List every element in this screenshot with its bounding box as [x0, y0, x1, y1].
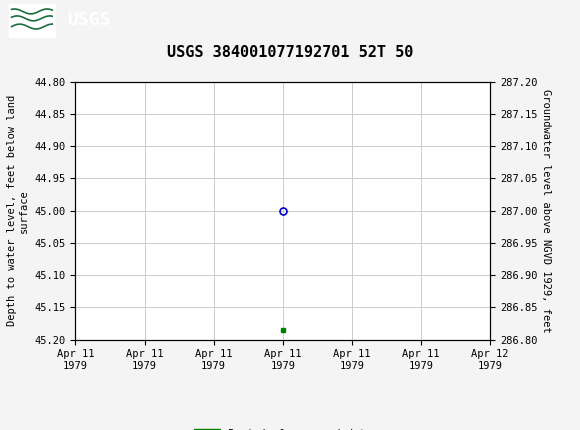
Text: USGS 384001077192701 52T 50: USGS 384001077192701 52T 50 — [167, 45, 413, 60]
Text: USGS: USGS — [67, 12, 110, 29]
Y-axis label: Groundwater level above NGVD 1929, feet: Groundwater level above NGVD 1929, feet — [541, 89, 551, 332]
Legend: Period of approved data: Period of approved data — [190, 424, 376, 430]
Bar — [9, 4, 55, 37]
Y-axis label: Depth to water level, feet below land
surface: Depth to water level, feet below land su… — [8, 95, 29, 326]
